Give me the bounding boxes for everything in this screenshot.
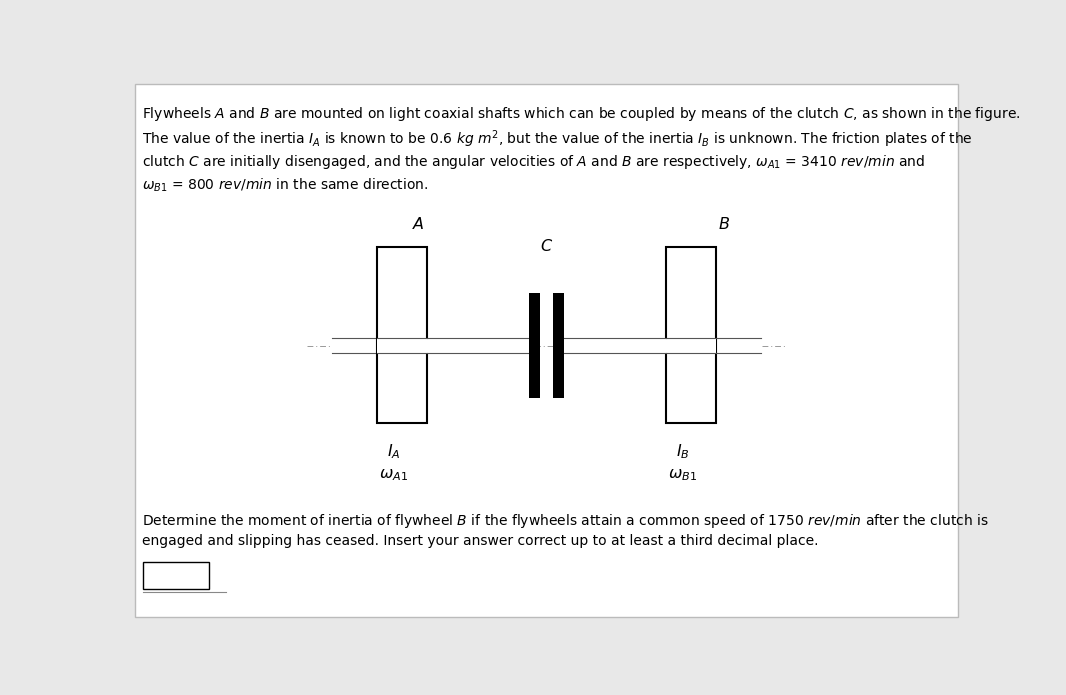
Bar [332,338,377,353]
Text: The value of the inertia $I_A$ is known to be 0.6 $kg$ $m^2$, but the value of t: The value of the inertia $I_A$ is known … [142,129,972,151]
Bar [377,247,426,423]
Text: $\omega_{B1}$ = 800 $\mathit{rev/min}$ in the same direction.: $\omega_{B1}$ = 800 $\mathit{rev/min}$ i… [142,177,427,195]
Bar [564,338,666,353]
Bar [715,338,761,353]
Text: $I_B$: $I_B$ [676,442,690,461]
Text: $B$: $B$ [718,216,730,234]
Bar [426,338,529,353]
Bar [666,338,715,353]
Bar [529,293,539,398]
Bar [377,338,426,353]
Bar [553,293,564,398]
FancyBboxPatch shape [135,85,957,617]
Bar [666,247,715,423]
Text: Determine the moment of inertia of flywheel $\mathit{B}$ if the flywheels attain: Determine the moment of inertia of flywh… [142,512,988,530]
Text: $A$: $A$ [411,216,424,234]
Text: $\omega_{B1}$: $\omega_{B1}$ [668,466,697,483]
Bar [143,562,209,589]
Text: $I_A$: $I_A$ [387,442,400,461]
Text: engaged and slipping has ceased. Insert your answer correct up to at least a thi: engaged and slipping has ceased. Insert … [142,534,818,548]
Text: $C$: $C$ [539,238,553,254]
Text: Flywheels $\mathit{A}$ and $\mathit{B}$ are mounted on light coaxial shafts whic: Flywheels $\mathit{A}$ and $\mathit{B}$ … [142,105,1020,123]
Text: clutch $\mathit{C}$ are initially disengaged, and the angular velocities of $\ma: clutch $\mathit{C}$ are initially diseng… [142,153,925,171]
Text: $\omega_{A1}$: $\omega_{A1}$ [379,466,408,483]
